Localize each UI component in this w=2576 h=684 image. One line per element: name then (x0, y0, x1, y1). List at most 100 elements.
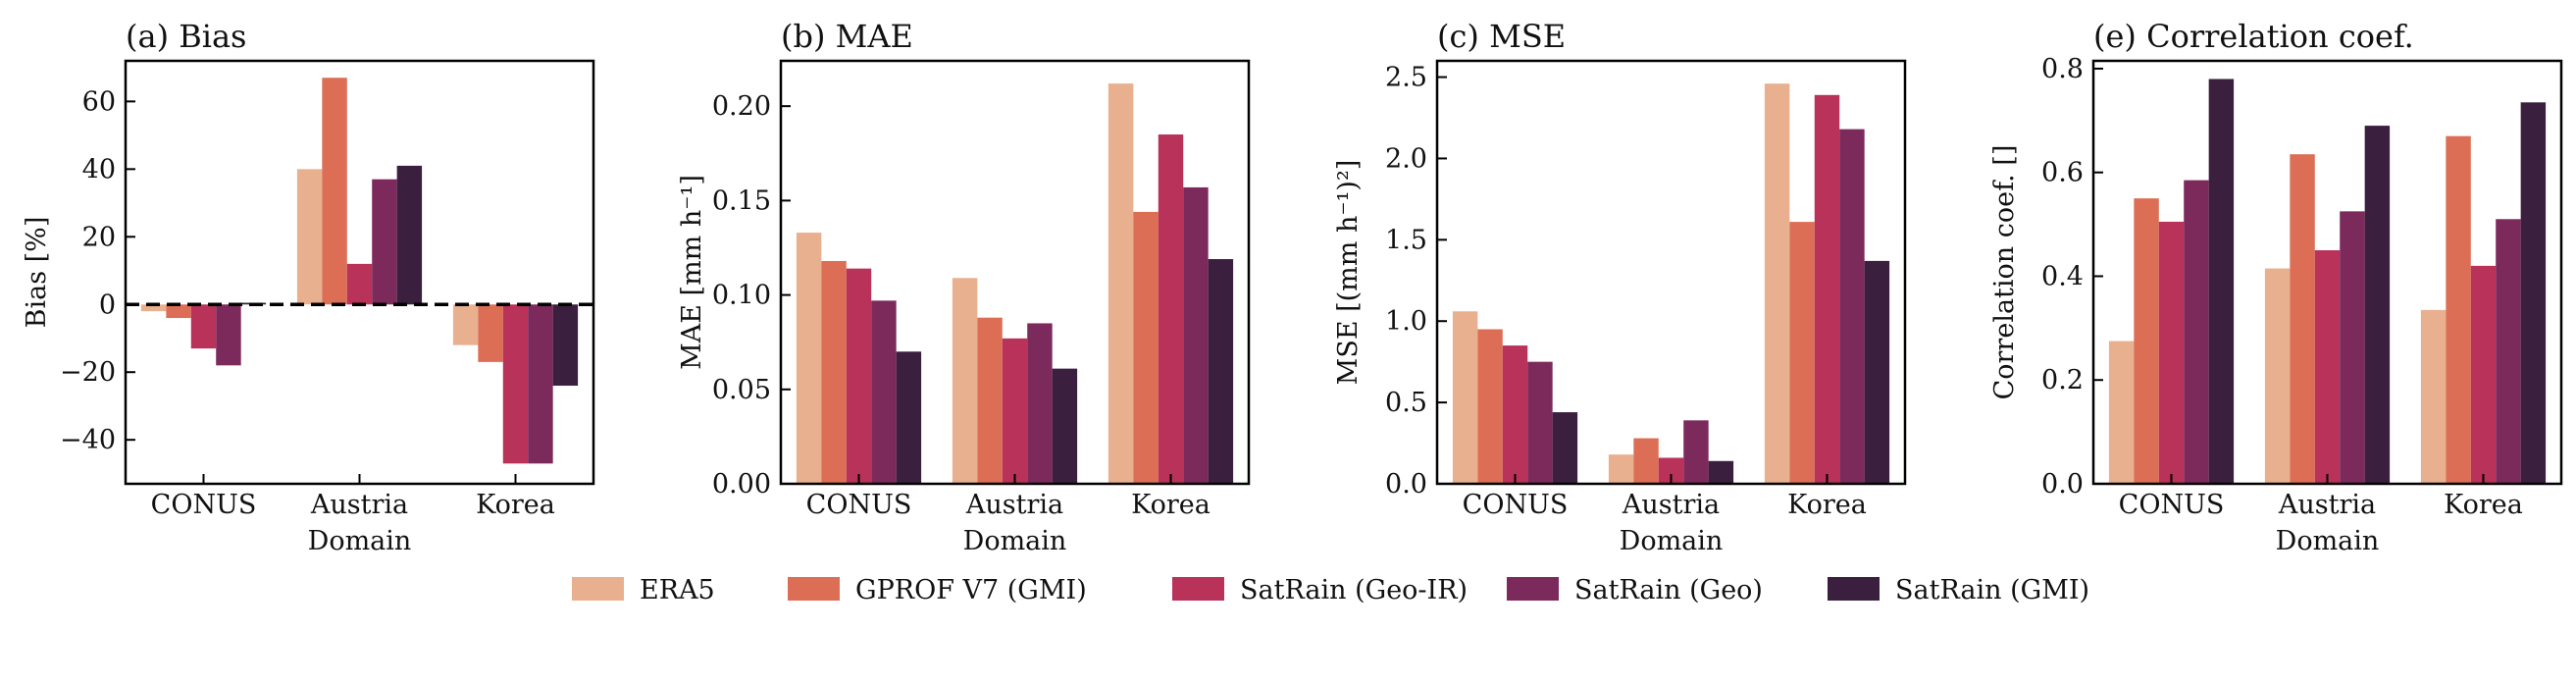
x-tick-label: CONUS (806, 490, 912, 520)
legend-item-5: SatRain (GMI) (1828, 575, 2089, 605)
bar-conus-series-3 (846, 268, 872, 484)
y-tick-label: 2.5 (1385, 63, 1427, 93)
x-tick-label: CONUS (1463, 490, 1569, 520)
y-tick-label: 40 (82, 154, 116, 184)
bar-austria-series-2 (2290, 154, 2315, 484)
bar-austria-series-2 (322, 78, 347, 305)
chart-panels: (a) Bias −40 −20 0 20 40 60 CONUS Austria Korea Do… (22, 18, 2563, 556)
bar-austria-series-4 (372, 179, 397, 305)
bar-conus-series-4 (216, 304, 241, 366)
bar-korea-series-3 (2470, 265, 2497, 484)
bar-conus-series-4 (2184, 180, 2209, 484)
legend: ERA5 GPROF V7 (GMI) SatRain (Geo-IR) SatRai… (572, 575, 2089, 605)
bar-korea-series-3 (502, 304, 529, 464)
bar-austria-series-1 (296, 169, 323, 305)
bar-austria-series-5 (1708, 460, 1734, 484)
bar-korea-series-3 (1814, 94, 1840, 484)
bar-conus-series-1 (796, 233, 822, 484)
y-axis-label: MSE [(mm h⁻¹)²] (1333, 160, 1364, 386)
bar-austria-series-4 (2340, 211, 2365, 485)
x-axis-label: Domain (308, 526, 412, 556)
y-tick-label: −40 (60, 425, 116, 455)
legend-swatch (788, 577, 840, 601)
bar-austria-series-2 (1633, 438, 1659, 484)
bar-conus-series-2 (2134, 198, 2159, 484)
x-tick-label: Korea (476, 490, 555, 520)
y-tick-label: 1.0 (1385, 306, 1427, 337)
bar-conus-series-4 (1527, 361, 1553, 484)
bar-conus-series-2 (821, 260, 847, 484)
y-tick-label: 0 (99, 289, 116, 320)
y-tick-label: 60 (82, 86, 116, 117)
bar-conus-series-2 (1477, 329, 1503, 484)
bar-austria-series-5 (2364, 126, 2391, 484)
y-tick-label: 0.10 (712, 281, 771, 311)
legend-label: SatRain (Geo-IR) (1240, 575, 1468, 605)
y-tick-label: 0.5 (1385, 388, 1427, 418)
bar-austria-series-1 (1608, 454, 1634, 484)
y-tick-label: 0.0 (2041, 469, 2084, 500)
legend-item-2: GPROF V7 (GMI) (788, 575, 1087, 605)
bar-korea-series-4 (1183, 186, 1209, 485)
bar-korea-series-1 (1108, 83, 1134, 484)
bar-conus-series-5 (1552, 412, 1578, 484)
y-tick-label: 0.15 (712, 185, 771, 216)
x-tick-label: CONUS (2119, 490, 2225, 520)
x-tick-label: Austria (1622, 490, 1720, 520)
bar-conus-series-4 (871, 300, 897, 484)
bar-korea-series-4 (1839, 129, 1865, 484)
chart-title: (b) MAE (781, 18, 913, 55)
y-tick-label: 0.4 (2041, 261, 2084, 291)
bar-korea-series-4 (528, 304, 553, 464)
y-tick-label: 0.8 (2041, 54, 2084, 84)
bar-korea-series-4 (2496, 219, 2521, 485)
chart-panel-4: (e) Correlation coef. 0.0 0.2 0.4 0.6 0.8 CONU… (1989, 18, 2563, 556)
bar-austria-series-1 (2264, 268, 2291, 484)
bar-austria-series-4 (1027, 323, 1053, 484)
y-axis-label: Correlation coef. [] (1989, 145, 2020, 400)
legend-label: ERA5 (640, 575, 715, 605)
bar-conus-series-5 (2208, 79, 2235, 484)
bar-conus-series-5 (896, 351, 922, 484)
bar-conus-series-3 (2158, 221, 2185, 484)
y-axis-label: MAE [mm h⁻¹] (677, 175, 707, 370)
y-tick-label: 0.05 (712, 375, 771, 405)
legend-swatch (1507, 577, 1559, 601)
bar-korea-series-2 (1133, 211, 1159, 484)
legend-label: SatRain (GMI) (1895, 575, 2089, 605)
x-axis-label: Domain (963, 526, 1067, 556)
legend-item-4: SatRain (Geo) (1507, 575, 1763, 605)
bar-conus-series-1 (1452, 311, 1478, 484)
bar-austria-series-1 (952, 278, 978, 484)
x-tick-label: CONUS (151, 490, 257, 520)
bar-conus-series-3 (190, 304, 217, 349)
bar-korea-series-1 (1764, 83, 1790, 485)
y-tick-label: −20 (60, 357, 116, 388)
chart-panel-3: (c) MSE 0.0 0.5 1.0 1.5 2.0 2.5 CONUS Austria Kor… (1333, 18, 1907, 556)
y-axis-label: Bias [%] (22, 217, 52, 329)
y-tick-label: 1.5 (1385, 225, 1427, 255)
legend-label: SatRain (Geo) (1574, 575, 1763, 605)
bar-conus-series-2 (166, 304, 191, 319)
bar-korea-series-5 (1864, 260, 1890, 484)
legend-swatch (1172, 577, 1224, 601)
chart-panel-1: (a) Bias −40 −20 0 20 40 60 CONUS Austria Korea Do… (22, 18, 595, 556)
bar-korea-series-3 (1158, 134, 1184, 485)
bar-conus-series-3 (1502, 345, 1528, 484)
x-tick-label: Korea (1131, 490, 1211, 520)
y-tick-label: 20 (82, 222, 116, 252)
bar-conus-series-1 (140, 304, 167, 312)
bar-austria-series-3 (1002, 338, 1028, 484)
y-tick-label: 0.6 (2041, 158, 2084, 188)
y-tick-label: 2.0 (1385, 143, 1427, 174)
legend-label: GPROF V7 (GMI) (855, 575, 1087, 605)
x-axis-label: Domain (1620, 526, 1724, 556)
bar-korea-series-2 (478, 304, 503, 362)
bar-austria-series-5 (1052, 368, 1078, 484)
x-tick-label: Korea (2444, 490, 2523, 520)
y-tick-label: 0.20 (712, 91, 771, 122)
x-tick-label: Austria (310, 490, 408, 520)
chart-panel-2: (b) MAE 0.00 0.05 0.10 0.15 0.20 CONUS Austria K… (677, 18, 1251, 556)
bar-conus-series-1 (2108, 341, 2135, 484)
